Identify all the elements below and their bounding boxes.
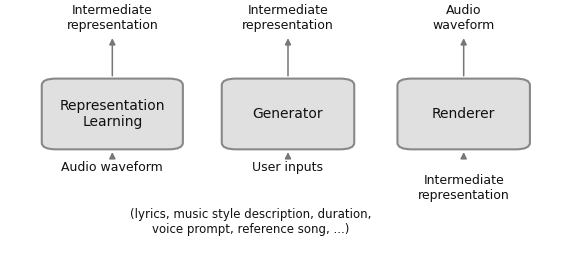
Text: Intermediate
representation: Intermediate representation xyxy=(66,4,158,32)
Text: User inputs: User inputs xyxy=(252,161,324,174)
Text: Renderer: Renderer xyxy=(432,107,495,121)
Text: Audio
waveform: Audio waveform xyxy=(433,4,495,32)
FancyBboxPatch shape xyxy=(222,79,354,149)
FancyBboxPatch shape xyxy=(397,79,530,149)
Text: (lyrics, music style description, duration,
voice prompt, reference song, ...): (lyrics, music style description, durati… xyxy=(130,208,372,236)
Text: Audio waveform: Audio waveform xyxy=(62,161,163,174)
Text: Intermediate
representation: Intermediate representation xyxy=(242,4,334,32)
Text: Generator: Generator xyxy=(253,107,323,121)
FancyBboxPatch shape xyxy=(42,79,183,149)
Text: Intermediate
representation: Intermediate representation xyxy=(418,174,510,202)
Text: Representation
Learning: Representation Learning xyxy=(59,99,165,129)
